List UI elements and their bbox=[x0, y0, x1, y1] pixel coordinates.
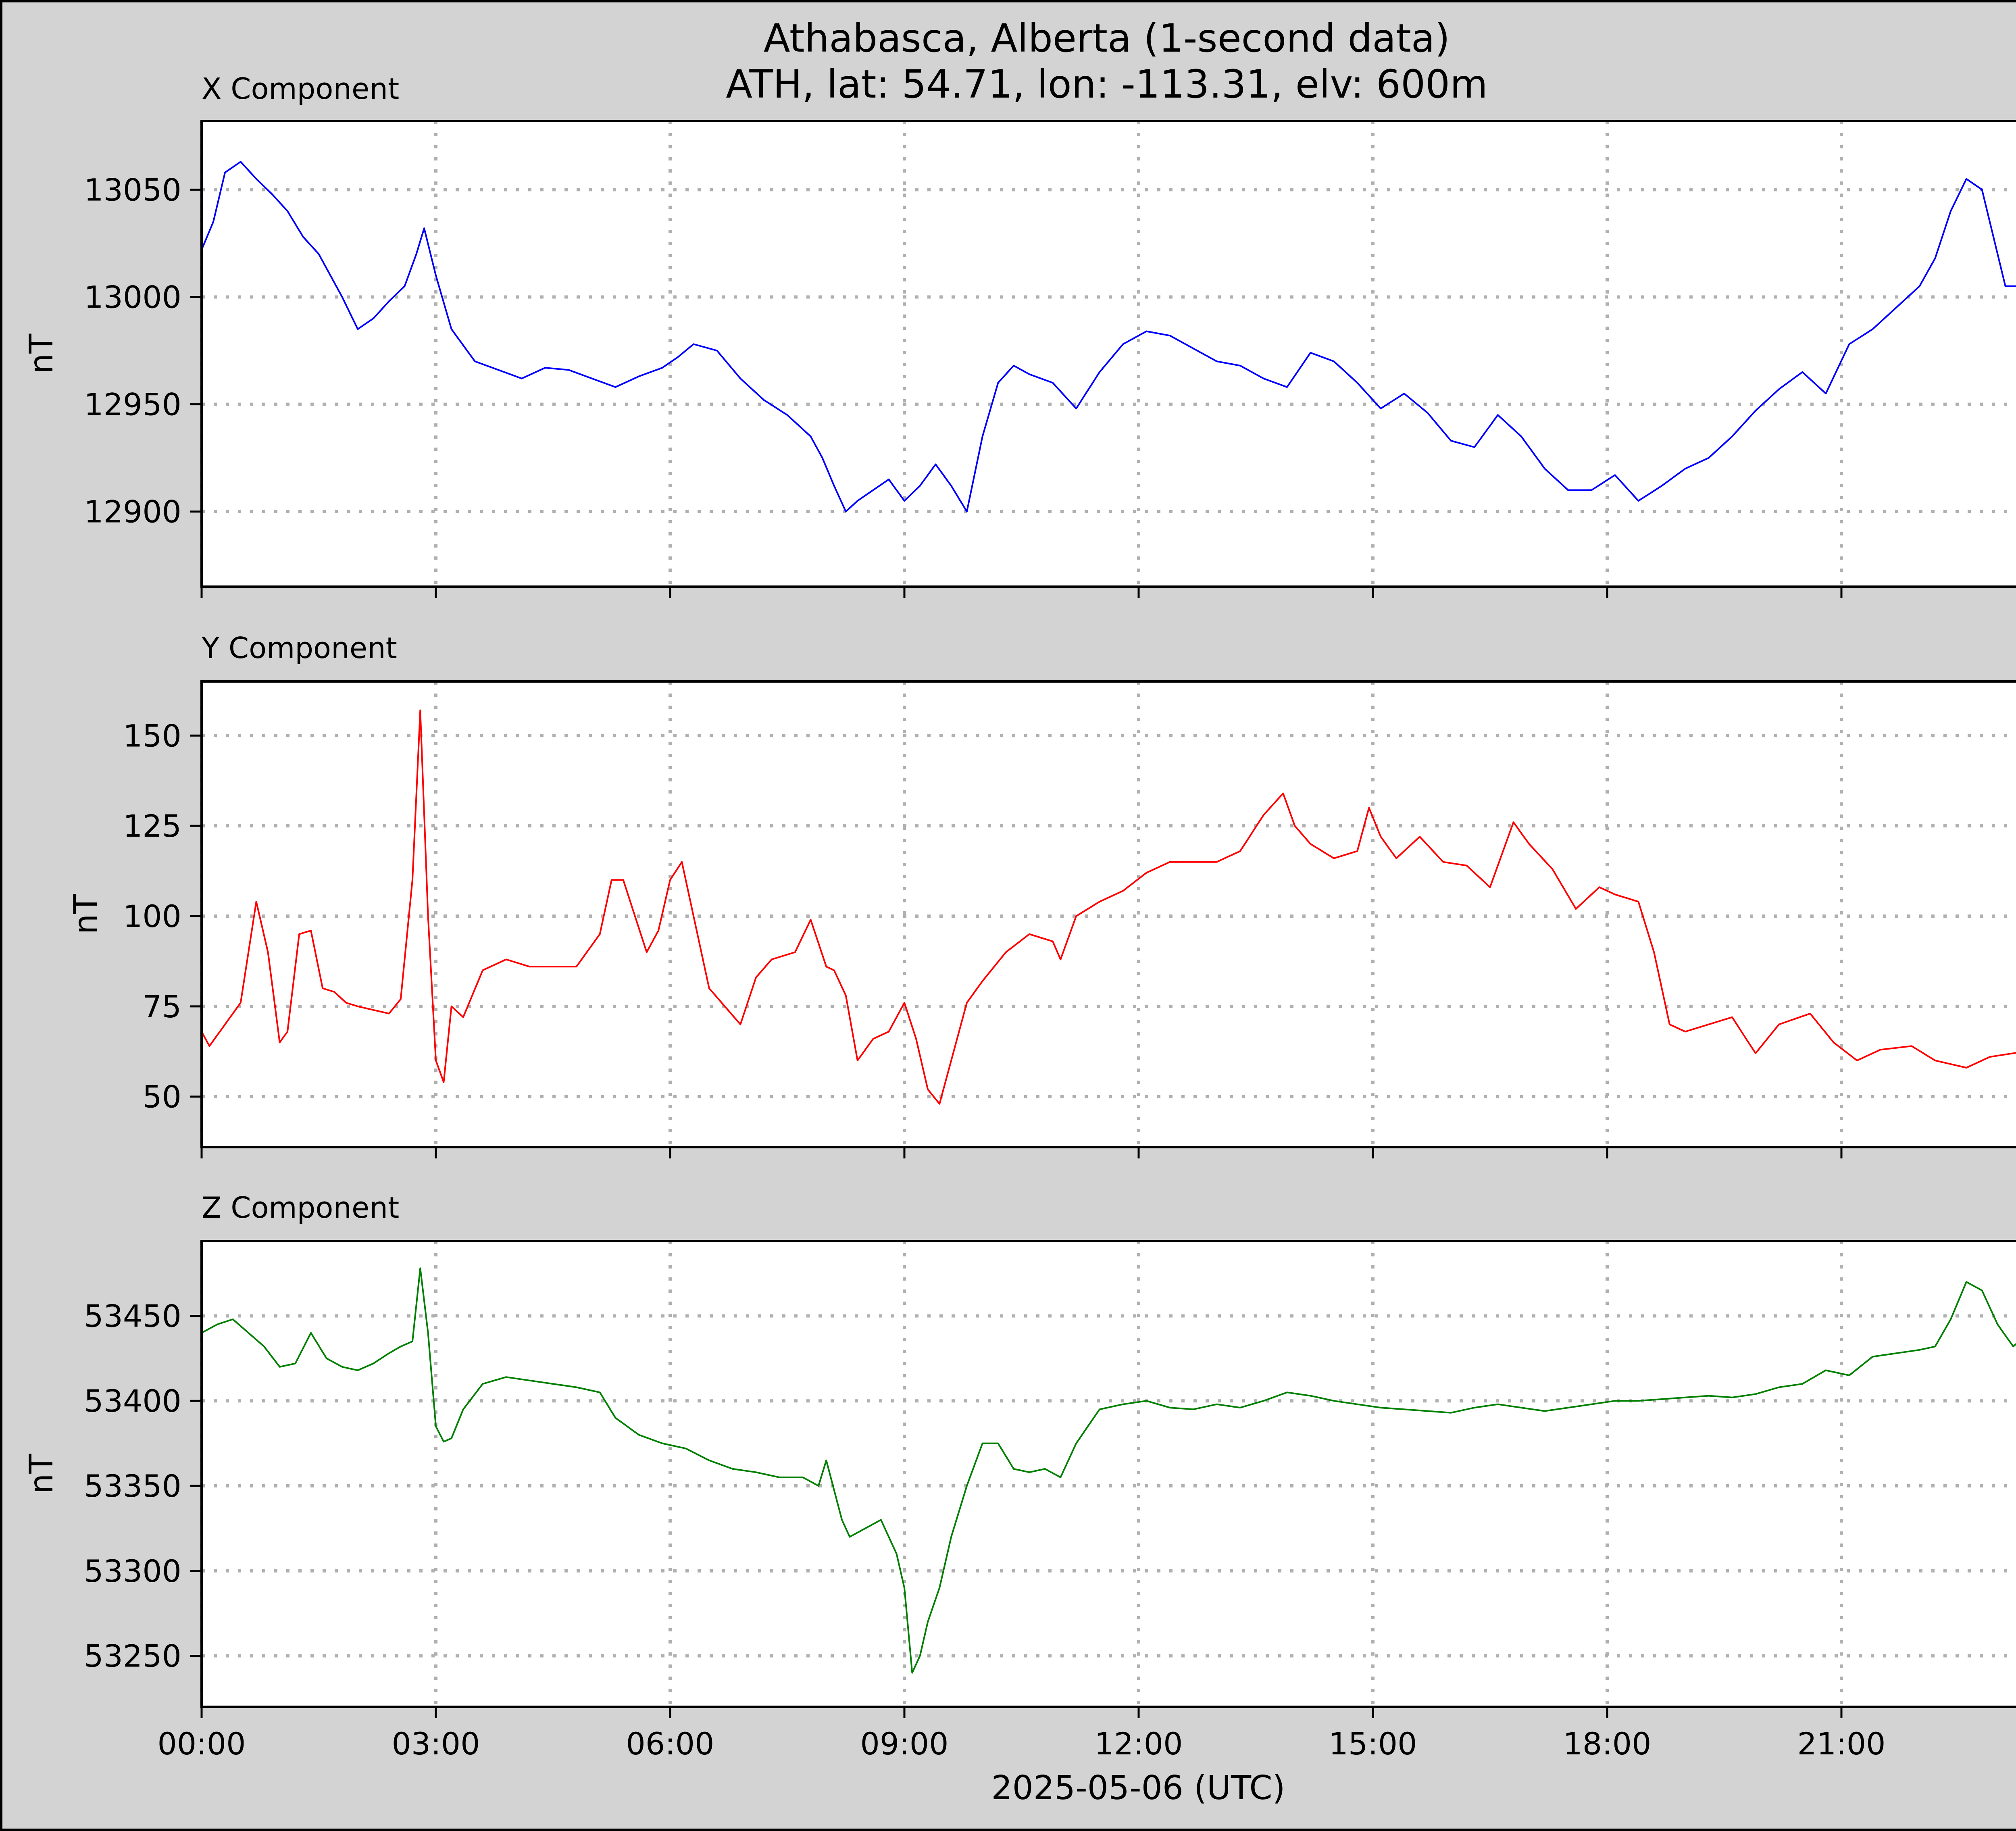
y-tick-label: 125 bbox=[123, 808, 181, 844]
y-tick-label: 53300 bbox=[84, 1553, 181, 1589]
panel-title: X Component bbox=[202, 72, 399, 106]
x-tick-label: 18:00 bbox=[1563, 1726, 1651, 1762]
y-tick-label: 12950 bbox=[84, 387, 181, 423]
x-tick-label: 09:00 bbox=[860, 1726, 948, 1762]
y-tick-label: 12900 bbox=[84, 494, 181, 530]
x-tick-label: 21:00 bbox=[1797, 1726, 1885, 1762]
panel-title: Z Component bbox=[202, 1191, 399, 1225]
x-tick-label: 00:00 bbox=[157, 1726, 246, 1762]
panel-y-component: 50 75 100 125 150 Y Component nT bbox=[67, 631, 2016, 1158]
axes-frame bbox=[200, 1240, 2016, 1708]
plot-area bbox=[202, 121, 2016, 587]
panel-z-component: 00:00 03:00 06:00 09:00 12:00 15:00 18:00 21:00… bbox=[23, 1191, 2016, 1762]
x-tick-label: 12:00 bbox=[1094, 1726, 1183, 1762]
x-tick-label: 03:00 bbox=[392, 1726, 480, 1762]
y-tick-label: 53400 bbox=[84, 1383, 181, 1419]
x-axis-label: 2025-05-06 (UTC) bbox=[991, 1769, 1285, 1807]
axes-frame bbox=[200, 120, 2016, 588]
y-tick-label: 53250 bbox=[84, 1638, 181, 1674]
panel-x-component: 12900 12950 13000 13050 X Component nT bbox=[23, 72, 2016, 598]
figure-title-line1: Athabasca, Alberta (1-second data) bbox=[764, 16, 1450, 61]
y-tick-label: 75 bbox=[142, 989, 181, 1025]
y-axis-label: nT bbox=[23, 1454, 60, 1494]
y-tick-label: 150 bbox=[123, 718, 181, 754]
series-line bbox=[201, 161, 2016, 512]
figure-title-line2: ATH, lat: 54.71, lon: -113.31, elv: 600m bbox=[726, 62, 1488, 107]
y-tick-label: 53450 bbox=[84, 1298, 181, 1334]
y-tick-label: 50 bbox=[142, 1079, 181, 1115]
y-tick-label: 100 bbox=[123, 898, 181, 934]
y-axis-label: nT bbox=[67, 894, 104, 935]
plot-area bbox=[202, 1241, 2016, 1707]
axes-frame bbox=[200, 680, 2016, 1148]
panel-title: Y Component bbox=[201, 631, 397, 665]
series-line bbox=[201, 1267, 2016, 1674]
series-line bbox=[201, 709, 2016, 1105]
x-tick-label: 15:00 bbox=[1329, 1726, 1417, 1762]
y-axis-label: nT bbox=[23, 333, 60, 374]
plot-area bbox=[202, 681, 2016, 1147]
y-tick-label: 13000 bbox=[84, 279, 181, 315]
y-tick-label: 53350 bbox=[84, 1468, 181, 1504]
y-tick-label: 13050 bbox=[84, 172, 181, 208]
x-tick-label: 06:00 bbox=[626, 1726, 714, 1762]
